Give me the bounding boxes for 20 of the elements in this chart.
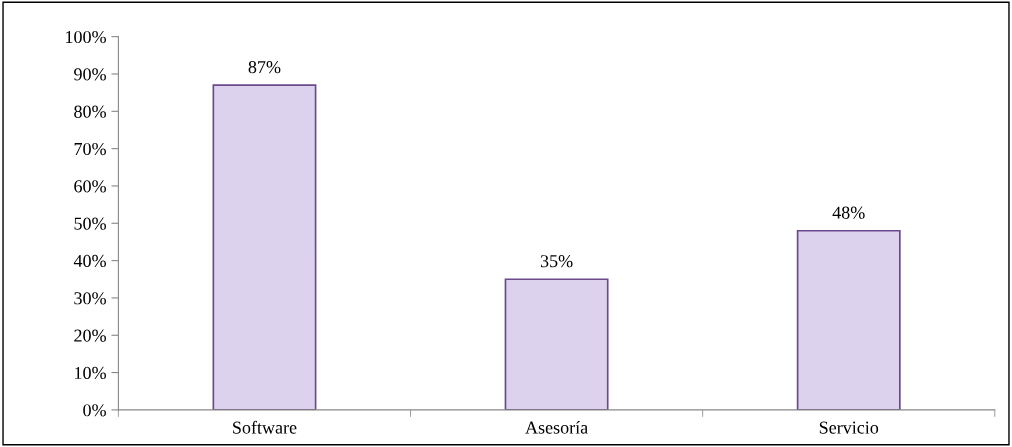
y-tick-label: 20% [74, 329, 106, 342]
data-label: 35% [540, 255, 573, 268]
y-tick-label: 50% [74, 217, 106, 230]
x-tick-label: Software [233, 420, 297, 434]
y-tick-label: 0% [83, 404, 106, 417]
x-tick-label: Asesoría [525, 420, 588, 434]
bar [212, 84, 317, 410]
bar [796, 229, 901, 410]
data-label: 48% [832, 206, 865, 219]
data-label: 87% [248, 60, 281, 74]
y-tick-label: 100% [66, 30, 106, 44]
y-tick-label: 70% [74, 142, 106, 156]
bar [504, 278, 609, 410]
x-tick-label: Servicio [819, 421, 879, 434]
y-tick-label: 30% [74, 292, 106, 305]
y-tick-label: 10% [75, 366, 106, 380]
y-tick-label: 60% [74, 180, 106, 193]
y-tick-label: 80% [74, 105, 106, 118]
y-tick-label: 40% [73, 254, 106, 268]
y-tick-label: 90% [74, 68, 106, 81]
